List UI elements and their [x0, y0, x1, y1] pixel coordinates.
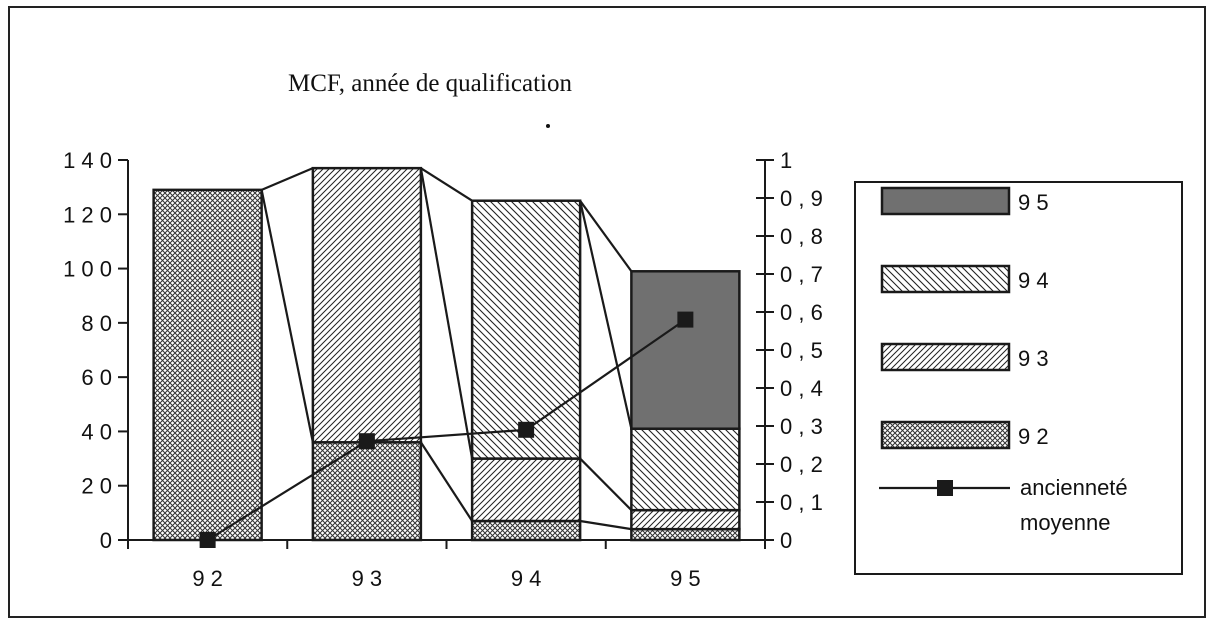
- right-axis-tick-label: 0 , 5: [780, 338, 823, 363]
- legend-swatch-94: [880, 264, 1011, 294]
- line-marker: [677, 311, 694, 328]
- bar-segment-93-3: [630, 508, 741, 531]
- right-axis-tick-label: 0 , 2: [780, 452, 823, 477]
- right-axis-tick-label: 0 , 3: [780, 414, 823, 439]
- legend-line-marker: [937, 480, 953, 496]
- chart-frame: MCF, année de qualification 0 2 0 4 0 6 0 8 …: [8, 6, 1206, 618]
- connector-line: [579, 519, 632, 531]
- left-axis-tick-label: 4 0: [81, 419, 112, 444]
- legend-label: 9 2: [1018, 424, 1049, 449]
- legend-box: [854, 181, 1183, 575]
- connector-line: [260, 189, 314, 443]
- right-axis-tick-label: 0 , 1: [780, 490, 823, 515]
- legend-label: 9 4: [1018, 268, 1049, 293]
- left-axis-tick-label: 6 0: [81, 365, 112, 390]
- chart-title: MCF, année de qualification: [288, 70, 573, 97]
- x-axis-tick-label: 9 3: [352, 566, 383, 591]
- legend-line-label-2: moyenne: [1020, 510, 1111, 535]
- left-axis-tick-label: 1 0 0: [63, 257, 112, 282]
- line-marker: [518, 421, 535, 438]
- connector-line: [579, 200, 633, 429]
- left-axis-tick-label: 2 0: [81, 474, 112, 499]
- right-axis-tick-label: 0 , 7: [780, 262, 823, 287]
- connector-line: [420, 167, 473, 202]
- legend-swatch-92: [880, 420, 1011, 450]
- bar-segment-94-2: [470, 199, 582, 460]
- stray-dot: [546, 124, 550, 128]
- right-axis-tick-label: 0 , 4: [780, 376, 823, 401]
- right-axis-tick-label: 0: [780, 528, 792, 553]
- left-axis-tick-label: 0: [100, 528, 112, 553]
- bar-segment-94-3: [630, 427, 741, 512]
- x-axis-tick-label: 9 4: [511, 566, 542, 591]
- connector-line: [261, 167, 314, 191]
- bar-segment-92-1: [311, 441, 423, 542]
- legend-line-label: ancienneté: [1020, 475, 1128, 500]
- x-axis-tick-label: 9 5: [670, 566, 701, 591]
- left-axis-tick-label: 1 2 0: [63, 202, 112, 227]
- legend-swatch-93: [880, 342, 1011, 372]
- right-axis-tick-label: 1: [780, 148, 792, 173]
- legend-label: 9 5: [1018, 190, 1049, 215]
- bar-segment-95-3: [630, 270, 741, 430]
- line-marker: [358, 433, 375, 450]
- connector-line: [419, 167, 474, 459]
- bar-segment-92-3: [630, 527, 741, 542]
- chart-svg: MCF, année de qualification 0 2 0 4 0 6 0 8 …: [63, 70, 1183, 591]
- x-axis-tick-label: 9 2: [192, 566, 223, 591]
- bar-segment-93-1: [311, 166, 423, 444]
- legend-label: 9 3: [1018, 346, 1049, 371]
- bar-segment-92-2: [470, 519, 582, 542]
- right-axis-tick-label: 0 , 9: [780, 186, 823, 211]
- bar-segment-93-2: [470, 457, 582, 523]
- legend-swatch-95: [880, 186, 1011, 216]
- connector-line: [579, 200, 633, 272]
- left-axis-tick-label: 8 0: [81, 311, 112, 336]
- right-axis-tick-label: 0 , 6: [780, 300, 823, 325]
- connector-line: [579, 457, 633, 511]
- line-series-anciennete: [207, 318, 687, 541]
- bar-segment-92-0: [152, 188, 263, 542]
- left-axis-tick-label: 1 4 0: [63, 148, 112, 173]
- connector-line: [419, 441, 474, 522]
- right-axis-tick-label: 0 , 8: [780, 224, 823, 249]
